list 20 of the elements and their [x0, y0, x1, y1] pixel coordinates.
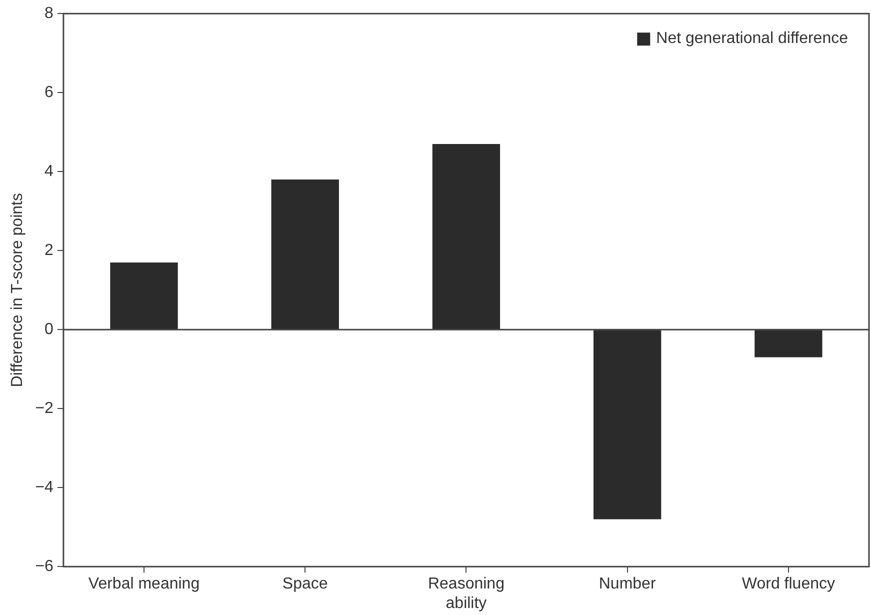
x-tick-label: Reasoning ability: [428, 576, 504, 612]
x-tick-label: Word fluency: [742, 576, 835, 593]
bar: [754, 330, 822, 358]
bar: [432, 144, 500, 330]
x-tick-label: Number: [598, 576, 656, 593]
y-axis-title: Difference in T-score points: [9, 193, 26, 388]
legend-label: Net generational difference: [656, 30, 848, 48]
bar: [110, 262, 178, 330]
y-tick-label: 6: [44, 84, 54, 102]
y-tick-label: 8: [44, 5, 54, 22]
y-tick-label: 0: [44, 321, 54, 338]
x-tick-label: Space: [282, 576, 328, 593]
y-tick-label: 2: [44, 242, 54, 260]
bar: [271, 180, 339, 330]
x-tick-label: Verbal meaning: [88, 576, 200, 593]
y-tick-label: −6: [35, 558, 54, 576]
bar: [594, 330, 662, 520]
y-tick-label: 4: [44, 163, 54, 180]
y-tick-label: −2: [35, 400, 54, 418]
y-tick-label: −4: [35, 479, 54, 496]
